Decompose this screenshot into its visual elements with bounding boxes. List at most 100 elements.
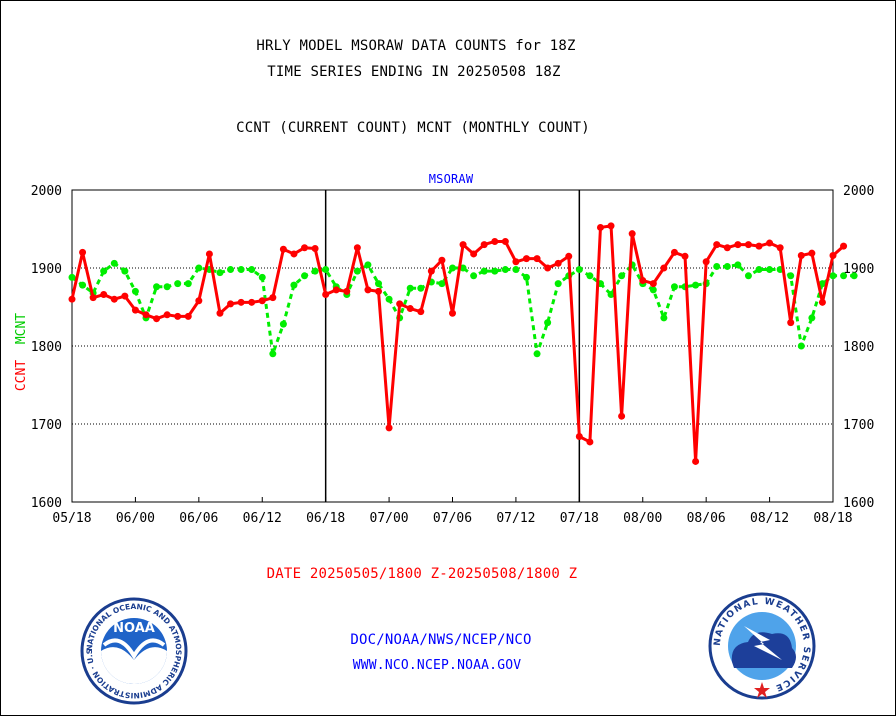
data-point-mcnt [449, 264, 456, 272]
data-point-ccnt [248, 298, 256, 306]
data-point-ccnt [512, 258, 520, 266]
data-point-ccnt [480, 241, 488, 249]
data-point-ccnt [205, 250, 213, 258]
data-point-ccnt [840, 242, 848, 250]
data-point-mcnt [237, 266, 245, 274]
x-tick-label: 06/06 [179, 511, 218, 526]
website-link[interactable]: WWW.NCO.NCEP.NOAA.GOV [352, 658, 522, 673]
x-tick-label: 07/18 [560, 511, 599, 526]
data-point-ccnt [353, 244, 361, 252]
data-point-ccnt [269, 294, 277, 302]
data-point-mcnt [311, 267, 319, 275]
data-point-mcnt [459, 264, 467, 272]
data-point-mcnt [522, 273, 530, 281]
data-point-ccnt [607, 222, 615, 230]
data-point-mcnt [375, 280, 383, 288]
data-point-mcnt [385, 295, 393, 303]
data-point-mcnt [417, 284, 425, 292]
data-point-mcnt [850, 272, 858, 280]
x-tick-label: 06/00 [116, 511, 155, 526]
chart-title-line1: HRLY MODEL MSORAW DATA COUNTS for 18Z [256, 38, 576, 54]
data-point-ccnt [670, 248, 678, 256]
data-point-ccnt [438, 256, 446, 264]
x-tick-label: 06/18 [306, 511, 345, 526]
data-point-mcnt [554, 280, 562, 288]
data-point-ccnt [522, 255, 530, 263]
data-point-ccnt [364, 286, 372, 294]
data-point-ccnt [628, 230, 636, 238]
data-point-ccnt [639, 276, 647, 284]
date-range-label: DATE 20250505/1800 Z-20250508/1800 Z [266, 566, 578, 582]
y-tick-label-left: 2000 [31, 184, 62, 199]
data-point-mcnt [364, 261, 372, 269]
data-point-ccnt [322, 291, 330, 299]
x-tick-label: 06/12 [243, 511, 282, 526]
data-point-ccnt [787, 319, 795, 327]
data-point-mcnt [575, 266, 583, 274]
data-point-mcnt [723, 262, 731, 270]
y-tick-label-right: 2000 [843, 184, 874, 199]
nws-logo-icon[interactable]: NATIONAL WEATHER SERVICE [708, 592, 816, 700]
y-tick-label-left: 1800 [31, 340, 62, 355]
data-point-mcnt [713, 262, 721, 270]
x-tick-label: 08/06 [687, 511, 726, 526]
data-point-mcnt [808, 314, 816, 322]
series-line-mcnt [71, 261, 855, 356]
x-tick-label: 08/18 [813, 511, 852, 526]
data-point-mcnt [618, 272, 626, 280]
data-point-mcnt [184, 280, 192, 288]
org-path-link[interactable]: DOC/NOAA/NWS/NCEP/NCO [350, 632, 532, 648]
data-point-ccnt [216, 309, 224, 317]
data-point-ccnt [808, 249, 816, 257]
data-point-ccnt [174, 312, 182, 320]
data-point-mcnt [290, 281, 298, 289]
data-point-ccnt [163, 311, 171, 319]
data-point-mcnt [607, 291, 615, 299]
data-point-mcnt [544, 319, 552, 327]
series-line-ccnt [70, 224, 845, 463]
data-point-ccnt [829, 252, 837, 260]
data-point-ccnt [766, 239, 774, 247]
data-point-ccnt [258, 297, 266, 305]
data-point-ccnt [290, 250, 298, 258]
data-point-ccnt [332, 286, 340, 294]
data-point-mcnt [797, 342, 805, 350]
data-point-mcnt [279, 320, 287, 328]
data-point-ccnt [385, 424, 393, 432]
data-point-mcnt [766, 266, 774, 274]
data-point-ccnt [723, 244, 731, 252]
data-point-mcnt [533, 350, 541, 358]
y-tick-label-left: 1700 [31, 418, 62, 433]
data-point-mcnt [174, 280, 182, 288]
y-tick-label-right: 1700 [843, 418, 874, 433]
data-point-ccnt [68, 295, 76, 303]
data-point-ccnt [131, 306, 139, 314]
data-point-mcnt [322, 266, 330, 274]
data-point-mcnt [110, 259, 118, 267]
x-tick-label: 07/12 [496, 511, 535, 526]
data-point-mcnt [491, 267, 499, 275]
data-point-ccnt [311, 245, 319, 252]
data-point-ccnt [491, 237, 499, 245]
data-point-mcnt [163, 283, 171, 291]
data-point-ccnt [417, 308, 425, 316]
data-point-mcnt [670, 283, 678, 291]
data-point-ccnt [818, 298, 826, 306]
y-tick-label-left: 1900 [31, 262, 62, 277]
data-point-ccnt [501, 237, 509, 245]
data-point-ccnt [776, 244, 784, 252]
data-point-ccnt [195, 297, 203, 305]
x-tick-label: 08/00 [623, 511, 662, 526]
data-point-ccnt [110, 295, 118, 303]
data-point-mcnt [512, 266, 520, 274]
noaa-logo-text: NOAA [113, 621, 155, 636]
data-point-ccnt [586, 438, 594, 446]
data-point-mcnt [744, 272, 752, 280]
data-point-ccnt [575, 432, 583, 440]
x-tick-label: 08/12 [750, 511, 789, 526]
y-tick-label-right: 1800 [843, 340, 874, 355]
chart-subtitle: CCNT (CURRENT COUNT) MCNT (MONTHLY COUNT… [236, 120, 590, 136]
data-point-mcnt [660, 314, 668, 322]
